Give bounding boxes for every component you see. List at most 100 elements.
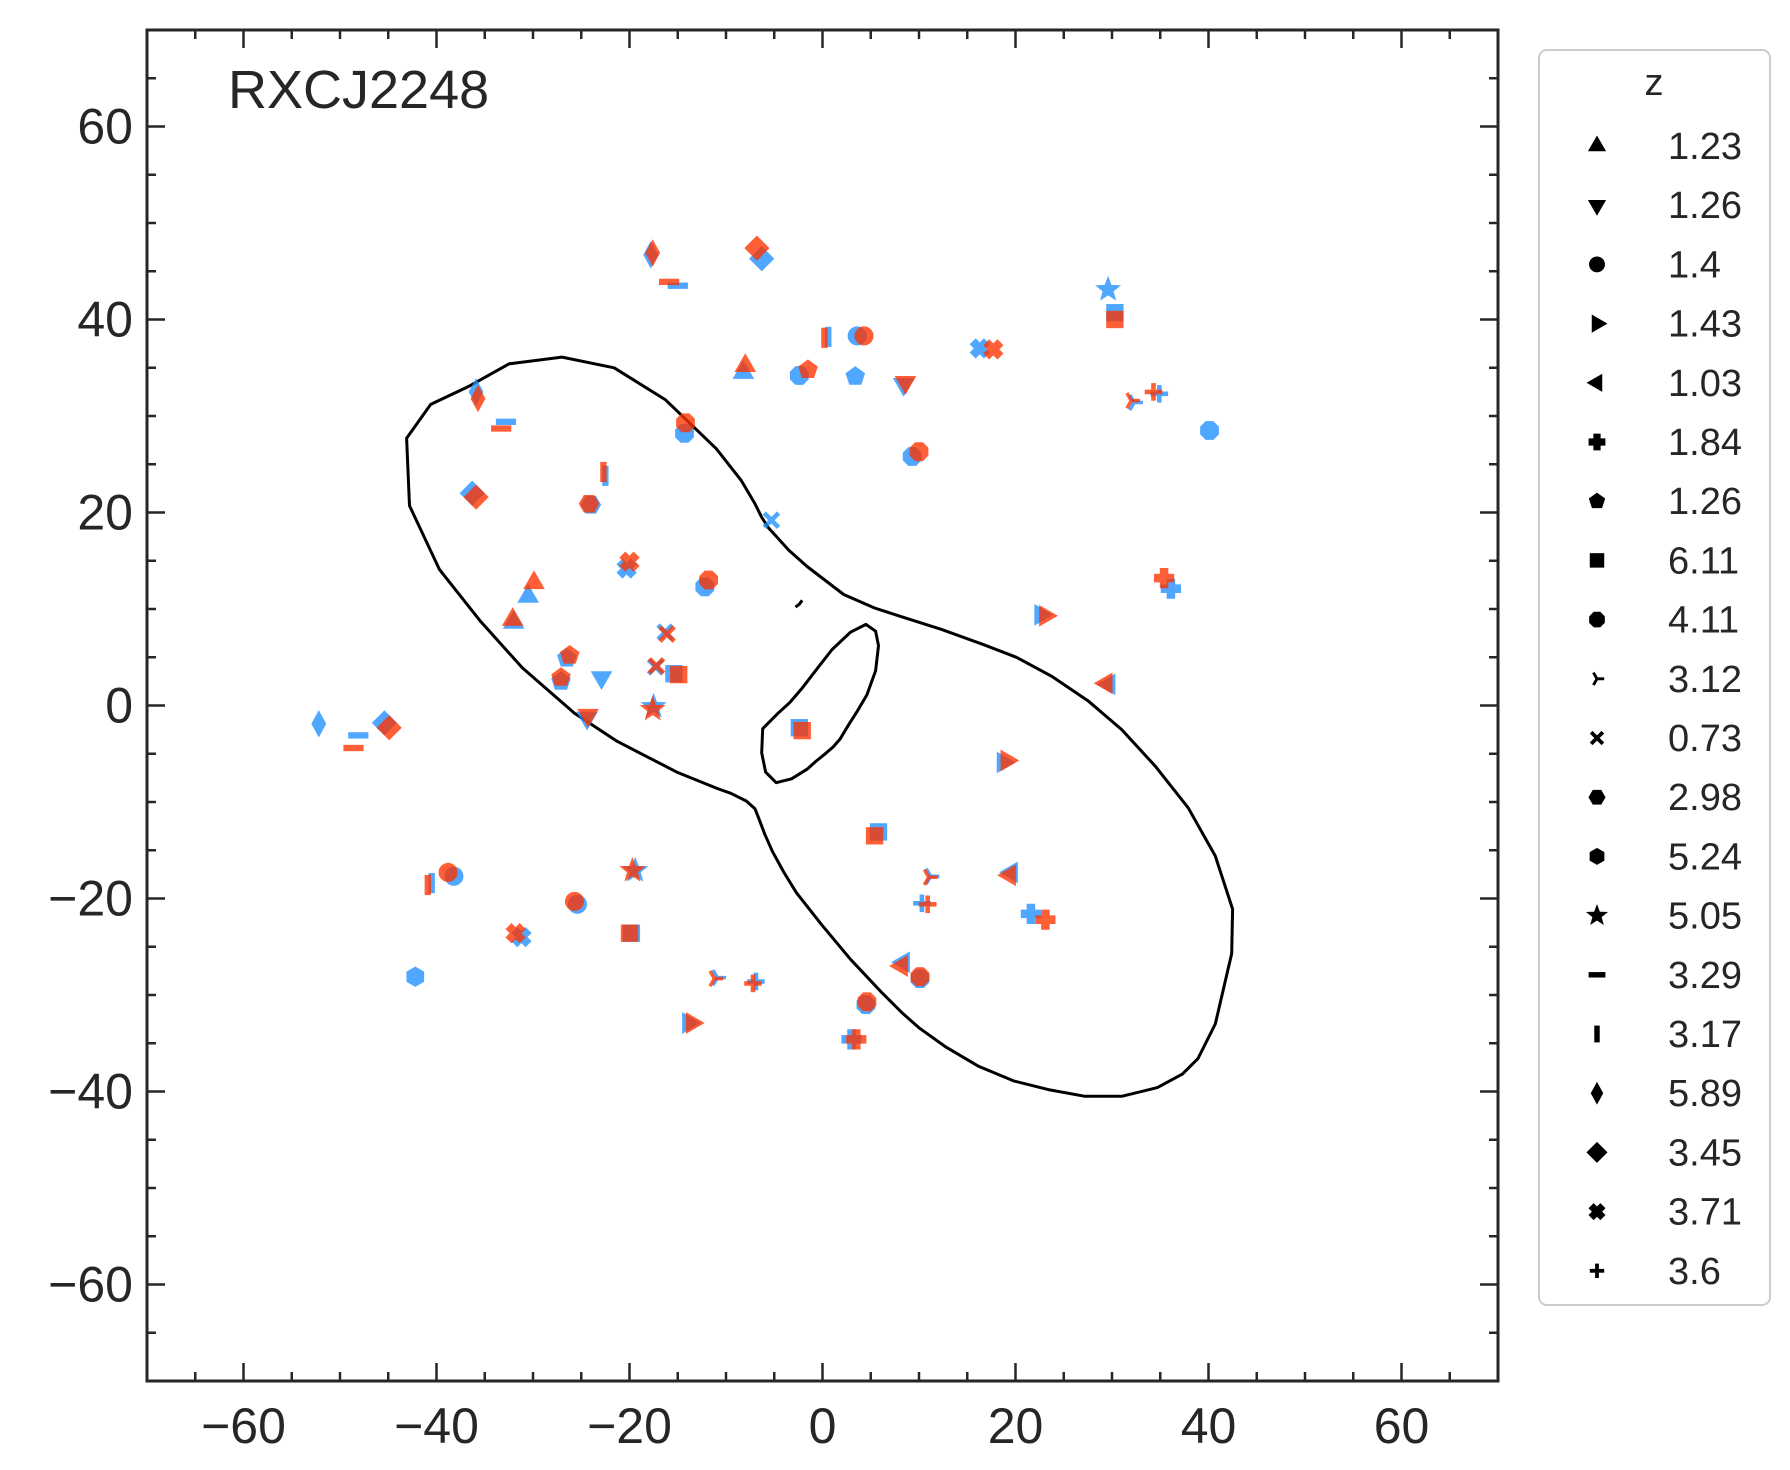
predicted-point <box>577 708 599 728</box>
predicted-point <box>708 970 724 988</box>
predicted-point <box>658 278 680 286</box>
observed-point <box>517 584 540 603</box>
legend-marker <box>1588 1203 1606 1221</box>
legend-marker <box>1585 904 1609 925</box>
predicted-point <box>910 967 930 987</box>
predicted-point <box>578 494 600 513</box>
predicted-point <box>744 974 762 993</box>
predicted-point <box>854 326 874 346</box>
legend-marker <box>1589 256 1605 273</box>
critical-curve <box>405 355 1235 1098</box>
predicted-point <box>619 551 640 572</box>
predicted-point <box>744 235 770 261</box>
predicted-point <box>1035 909 1056 930</box>
critical-curve <box>794 599 804 609</box>
legend-label: 3.12 <box>1668 659 1742 701</box>
predicted-point <box>983 339 1004 360</box>
legend-label: 0.73 <box>1668 718 1742 760</box>
critical-curve <box>760 622 880 785</box>
legend-label: 2.98 <box>1668 777 1742 819</box>
legend-label: 5.89 <box>1668 1073 1742 1115</box>
predicted-point <box>559 645 580 664</box>
predicted-point <box>463 484 489 510</box>
predicted-point <box>343 744 364 752</box>
legend-marker <box>1589 553 1605 568</box>
predicted-point <box>846 1029 867 1050</box>
observed-point <box>495 418 517 425</box>
predicted-point <box>620 924 639 942</box>
legend-label: 3.45 <box>1668 1132 1742 1174</box>
y-tick-label: −40 <box>48 1064 133 1120</box>
legend-label: 3.71 <box>1668 1192 1742 1234</box>
predicted-point <box>1106 310 1124 329</box>
x-tick-label: 0 <box>809 1398 837 1454</box>
legend-marker <box>1591 314 1608 333</box>
predicted-point <box>699 570 718 590</box>
legend-marker <box>1594 1025 1600 1043</box>
legend-marker <box>1587 199 1607 216</box>
predicted-point <box>670 665 688 684</box>
legend-marker <box>1587 135 1607 152</box>
legend-marker <box>1592 671 1605 686</box>
legend-frame <box>1538 49 1771 1306</box>
legend-label: 3.17 <box>1668 1014 1742 1056</box>
legend-label: 6.11 <box>1668 540 1739 582</box>
predicted-point <box>865 827 884 845</box>
y-tick-label: 0 <box>105 678 133 734</box>
observed-point <box>311 710 327 738</box>
observed-point <box>762 511 781 529</box>
x-tick-label: −20 <box>587 1398 672 1454</box>
legend-label: 4.11 <box>1668 600 1739 642</box>
legend-label: 1.43 <box>1668 304 1742 346</box>
predicted-point <box>491 425 512 432</box>
observed-point <box>1200 421 1219 440</box>
predicted-point <box>619 856 646 882</box>
predicted-point <box>470 384 486 413</box>
legend-marker <box>1586 373 1603 392</box>
y-tick-label: 20 <box>77 485 133 541</box>
legend-marker <box>1588 492 1606 509</box>
predicted-point <box>647 657 666 675</box>
y-tick-label: 40 <box>77 292 133 348</box>
predicted-point <box>523 570 545 590</box>
observed-point <box>845 366 866 385</box>
x-tick-label: 40 <box>1181 1398 1237 1454</box>
predicted-point <box>551 667 571 686</box>
legend-label: 1.23 <box>1668 126 1742 168</box>
plot-background <box>147 30 1498 1381</box>
legend-marker <box>1589 611 1605 628</box>
predicted-point <box>793 721 811 740</box>
predicted-point <box>438 862 458 882</box>
predicted-point <box>734 353 757 373</box>
predicted-point <box>685 1012 705 1034</box>
legend-marker <box>1588 789 1606 805</box>
legend: z 1.23 1.26 1.4 1.43 1.03 1.84 1.26 6.11 4.11 3.1… <box>1538 49 1771 1306</box>
predicted-point <box>1000 749 1020 772</box>
legend-marker <box>1589 730 1605 746</box>
predicted-point <box>645 239 661 267</box>
predicted-point <box>600 461 607 483</box>
legend-title: z <box>1645 62 1664 104</box>
legend-label: 1.03 <box>1668 363 1742 405</box>
observed-point <box>406 966 425 987</box>
legend-marker <box>1589 847 1605 865</box>
x-tick-label: 60 <box>1374 1398 1430 1454</box>
y-tick-label: 60 <box>77 99 133 155</box>
predicted-point <box>894 375 917 395</box>
predicted-point <box>922 868 938 886</box>
predicted-point <box>1039 604 1058 627</box>
x-tick-label: 20 <box>988 1398 1044 1454</box>
predicted-point <box>1153 567 1175 589</box>
predicted-point <box>918 895 937 914</box>
observed-point <box>348 732 369 739</box>
legend-label: 1.4 <box>1668 244 1721 286</box>
predicted-point <box>1093 672 1113 695</box>
predicted-point <box>501 607 524 626</box>
legend-label: 3.29 <box>1668 955 1742 997</box>
y-tick-labels: −60 −40 −20 0 20 40 60 <box>48 99 133 1313</box>
legend-label: 1.84 <box>1668 422 1742 464</box>
predicted-point <box>1144 383 1163 401</box>
cluster-label: RXCJ2248 <box>228 60 489 120</box>
predicted-point <box>676 413 695 433</box>
